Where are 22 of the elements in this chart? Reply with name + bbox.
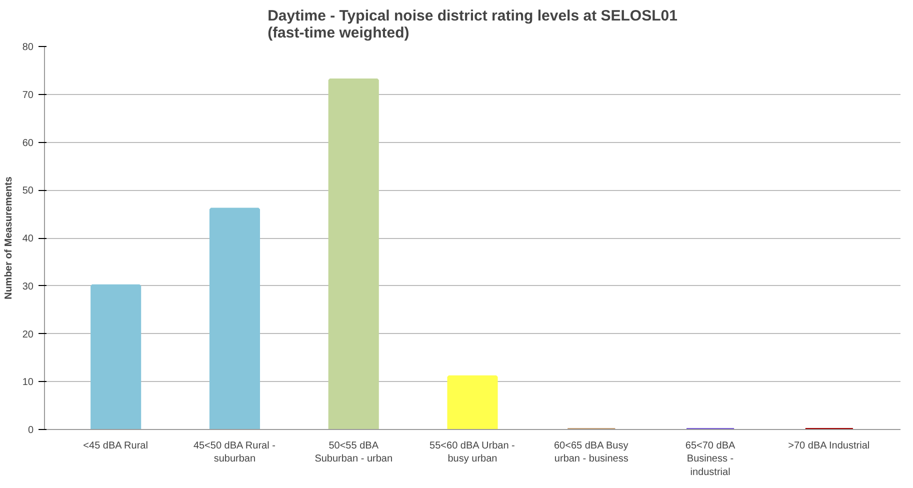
x-tick-label: 45<50 dBA Rural - suburban xyxy=(193,440,276,465)
y-tick-label: 80 xyxy=(22,42,34,53)
x-tick-label: 65<70 dBA Business - industrial xyxy=(685,440,736,478)
y-tick-label: 50 xyxy=(22,186,34,197)
y-tick-label: 60 xyxy=(22,138,34,149)
bar xyxy=(90,284,142,430)
y-tick-label: 10 xyxy=(22,377,34,388)
chart-title: Daytime - Typical noise district rating levels at SELOSL01 (fast-time weighted) xyxy=(268,8,678,42)
x-tick-label: <45 dBA Rural xyxy=(83,440,148,452)
x-tick-label: 60<65 dBA Busy urban - business xyxy=(554,440,628,465)
y-tick-label: 40 xyxy=(22,234,34,244)
x-tick-label: 50<55 dBA Suburban - urban xyxy=(314,440,393,465)
y-tick-label: 30 xyxy=(22,281,34,292)
y-tick-label: 70 xyxy=(22,90,34,101)
x-tick-label: >70 dBA Industrial xyxy=(788,440,870,452)
y-axis-title: Number of Measurements xyxy=(3,176,14,300)
bar xyxy=(447,375,498,430)
bar xyxy=(209,208,260,430)
x-tick-label: 55<60 dBA Urban - busy urban xyxy=(430,440,515,465)
bar xyxy=(328,78,379,430)
y-tick-label: 20 xyxy=(22,329,34,340)
y-tick-label: 0 xyxy=(28,425,34,436)
